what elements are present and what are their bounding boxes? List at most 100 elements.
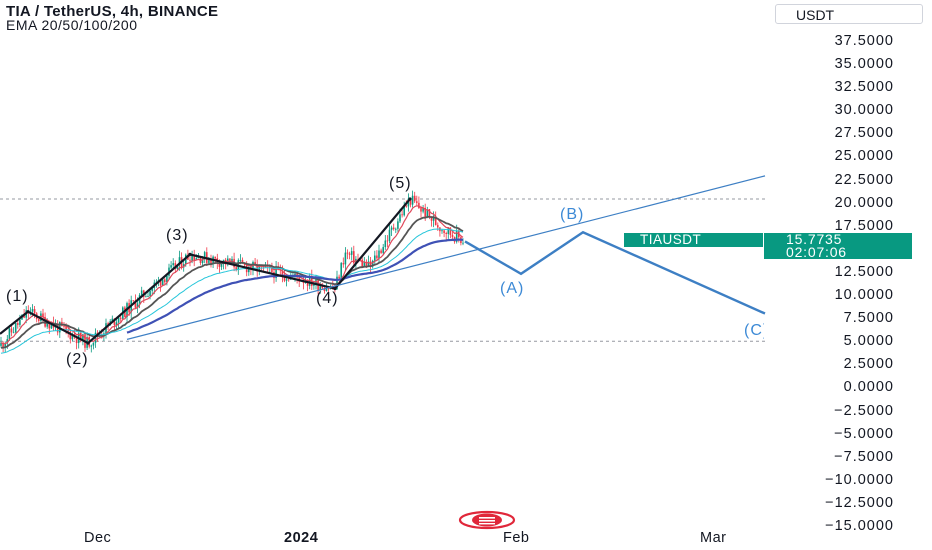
candle-body xyxy=(46,323,48,327)
candle-body xyxy=(239,259,242,261)
candle-body xyxy=(75,337,78,344)
candle-body xyxy=(6,339,9,344)
wave-label-c: (C) xyxy=(744,322,764,339)
candle-body xyxy=(357,258,359,260)
candle-body xyxy=(151,288,153,291)
candle-body xyxy=(65,325,67,330)
wave-label-4: (4) xyxy=(316,290,339,307)
candle-body xyxy=(195,258,198,261)
candle-body xyxy=(405,205,408,207)
wave-point-2 xyxy=(86,341,90,345)
ema20-line xyxy=(0,205,464,345)
wave-point-5 xyxy=(408,197,412,201)
candle-body xyxy=(416,201,418,203)
candle-body xyxy=(220,263,223,267)
candle-body xyxy=(420,208,422,212)
candle-body xyxy=(191,254,193,261)
candle-body xyxy=(388,229,391,241)
candle-body xyxy=(159,280,162,286)
candle-body xyxy=(342,263,345,265)
candle-body xyxy=(275,266,277,279)
candle-body xyxy=(271,266,273,272)
candle-body xyxy=(313,284,315,286)
candle-body xyxy=(203,252,206,259)
candle-body xyxy=(443,230,445,234)
last-price-value: 15.7735 xyxy=(786,231,843,247)
time-label-dec: Dec xyxy=(84,530,112,546)
last-price-badge: 15.7735 02:07:06 xyxy=(764,231,912,259)
chart-grid xyxy=(0,198,765,342)
candle-body xyxy=(327,288,330,290)
candle-body xyxy=(193,254,195,261)
candle-body xyxy=(115,322,118,326)
candle-body xyxy=(437,225,439,228)
candle-body xyxy=(376,255,378,259)
candle-body xyxy=(306,282,309,286)
candle-body xyxy=(397,221,399,229)
candle-body xyxy=(363,261,366,267)
candle-body xyxy=(319,286,321,290)
candle-body xyxy=(178,257,181,265)
ema200-line xyxy=(126,238,464,334)
candle-body xyxy=(432,216,435,221)
candle-body xyxy=(14,323,17,333)
candle-body xyxy=(113,318,116,326)
candle-body xyxy=(449,227,452,235)
candle-body xyxy=(281,270,284,276)
candle-body xyxy=(321,286,324,289)
candle-body xyxy=(136,303,139,308)
candle-body xyxy=(248,266,250,273)
wave-label-2: (2) xyxy=(66,351,89,368)
candle-body xyxy=(413,195,416,202)
chart-drawings[interactable] xyxy=(0,175,766,345)
candle-body xyxy=(374,255,376,261)
candle-body xyxy=(424,207,426,218)
candle-body xyxy=(350,251,353,255)
price-tick: −2.5000 xyxy=(834,402,894,419)
candle-body xyxy=(308,275,311,286)
candle-body xyxy=(132,300,135,302)
candle-body xyxy=(161,279,164,286)
currency-selector[interactable]: USDT xyxy=(775,4,923,24)
candle-body xyxy=(384,240,387,248)
time-label-2024: 2024 xyxy=(284,530,319,546)
wave-point-3 xyxy=(188,252,192,256)
candle-body xyxy=(371,260,374,267)
impulse-wave-path xyxy=(0,198,411,345)
candle-body xyxy=(166,275,168,283)
candle-body xyxy=(140,290,143,296)
candle-body xyxy=(42,313,44,318)
candle-body xyxy=(380,250,382,253)
candle-body xyxy=(361,259,363,267)
wave-point-4 xyxy=(333,286,337,291)
candle-body xyxy=(323,288,326,292)
candle-body xyxy=(50,322,53,329)
candle-body xyxy=(182,264,185,268)
price-tick: −15.0000 xyxy=(825,518,894,534)
candle-body xyxy=(353,251,355,263)
wave-label-b: (B) xyxy=(560,206,585,223)
wave-label-3: (3) xyxy=(166,227,189,244)
corrective-projection-path xyxy=(464,230,766,315)
candle-body xyxy=(403,205,405,216)
wave-label-1: (1) xyxy=(6,288,29,305)
chart-title: TIA / TetherUS, 4h, BINANCE xyxy=(6,3,219,20)
price-tick: −5.0000 xyxy=(834,425,894,442)
candle-body xyxy=(92,342,95,346)
candle-body xyxy=(283,275,286,281)
candle-body xyxy=(210,260,212,265)
candle-body xyxy=(428,209,431,217)
price-tick: 2.5000 xyxy=(843,356,894,373)
candle-body xyxy=(382,247,384,253)
candle-body xyxy=(38,319,40,321)
candle-body xyxy=(2,342,4,348)
candle-body xyxy=(395,228,397,230)
indicator-legend[interactable]: EMA 20/50/100/200 xyxy=(6,17,138,33)
wave-point-1 xyxy=(26,310,30,314)
candle-body xyxy=(445,233,447,234)
price-tick: 12.5000 xyxy=(834,263,894,280)
candle-body xyxy=(401,214,403,216)
price-tick: 32.5000 xyxy=(834,79,894,96)
candle-body xyxy=(235,267,237,270)
